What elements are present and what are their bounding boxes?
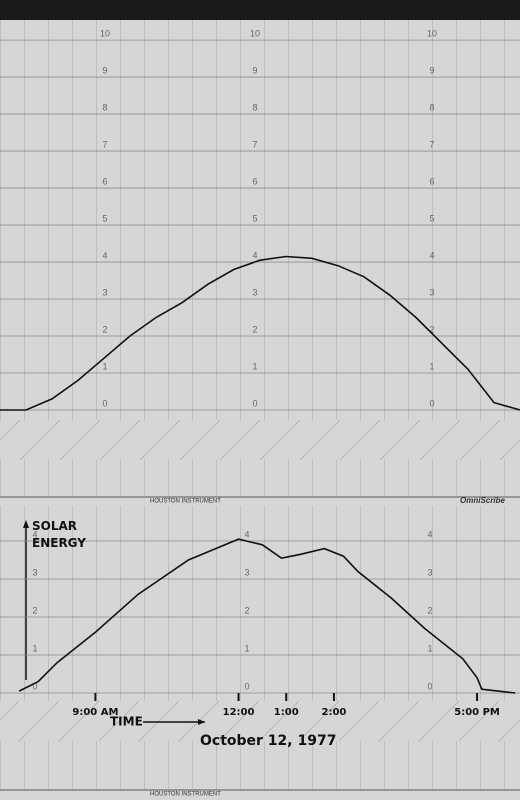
y-tick-label: 7 bbox=[102, 139, 107, 149]
brand: HOUSTON INSTRUMENT bbox=[150, 499, 221, 505]
y-tick-label: 4 bbox=[427, 529, 432, 539]
y-tick-label: 9 bbox=[102, 65, 107, 75]
y-tick-label: 1 bbox=[427, 643, 432, 653]
data-line bbox=[0, 255, 520, 411]
y-tick-label: 3 bbox=[252, 287, 257, 297]
y-tick-label: 8 bbox=[429, 102, 434, 112]
y-tick-label: 6 bbox=[102, 176, 107, 186]
y-tick-label: 2 bbox=[244, 605, 249, 615]
y-tick-label: 3 bbox=[244, 567, 249, 577]
paper-grid bbox=[0, 20, 520, 420]
y-tick-label: 7 bbox=[252, 139, 257, 149]
y-tick-label: 0 bbox=[427, 681, 432, 691]
y-tick-label: 9 bbox=[252, 65, 257, 75]
paper-hatch bbox=[0, 420, 520, 460]
y-tick-label: 7 bbox=[429, 139, 434, 149]
paper-grid bbox=[0, 741, 520, 789]
y-tick-label: 5 bbox=[102, 213, 107, 223]
y-tick-label: 2 bbox=[427, 605, 432, 615]
y-tick-label: 0 bbox=[429, 398, 434, 408]
y-tick-label: 4 bbox=[102, 250, 107, 260]
y-tick-label: 10 bbox=[250, 28, 260, 38]
y-tick-label: 0 bbox=[252, 398, 257, 408]
y-tick-label: 4 bbox=[429, 250, 434, 260]
y-tick-label: 1 bbox=[102, 361, 107, 371]
y-tick-label: 2 bbox=[102, 324, 107, 334]
y-tick-label: 1 bbox=[252, 361, 257, 371]
y-tick-label: 1 bbox=[32, 643, 37, 653]
annotation: October 12, 1977 bbox=[200, 733, 336, 749]
y-tick-label: 5 bbox=[252, 213, 257, 223]
brand: HOUSTON INSTRUMENT bbox=[150, 792, 221, 798]
y-tick-label: 6 bbox=[429, 176, 434, 186]
background bbox=[0, 0, 520, 20]
x-tick-label: 2:00 bbox=[322, 707, 347, 718]
y-tick-label: 8 bbox=[102, 102, 107, 112]
y-tick-label: 2 bbox=[32, 605, 37, 615]
paper-hatch bbox=[0, 701, 520, 741]
y-tick-label: 4 bbox=[252, 250, 257, 260]
y-tick-label: 4 bbox=[244, 529, 249, 539]
y-axis-label: SOLAR ENERGY bbox=[32, 519, 86, 550]
y-tick-label: 6 bbox=[252, 176, 257, 186]
y-tick-label: 0 bbox=[102, 398, 107, 408]
y-tick-label: 9 bbox=[429, 65, 434, 75]
y-tick-label: 3 bbox=[429, 287, 434, 297]
y-tick-label: 10 bbox=[100, 28, 110, 38]
y-tick-label: 1 bbox=[244, 643, 249, 653]
x-axis-label: TIME bbox=[110, 715, 143, 729]
y-tick-label: 8 bbox=[252, 102, 257, 112]
y-tick-label: 3 bbox=[427, 567, 432, 577]
y-tick-label: 5 bbox=[429, 213, 434, 223]
y-tick-label: 2 bbox=[252, 324, 257, 334]
y-tick-label: 0 bbox=[244, 681, 249, 691]
y-tick-label: 1 bbox=[429, 361, 434, 371]
x-tick-label: 12:00 bbox=[223, 707, 255, 718]
y-tick-label: 3 bbox=[102, 287, 107, 297]
data-line bbox=[18, 538, 516, 694]
arrow-head bbox=[23, 520, 29, 528]
y-tick-label: 10 bbox=[427, 28, 437, 38]
x-tick-label: 9:00 AM bbox=[72, 707, 118, 718]
y-tick-label: 3 bbox=[32, 567, 37, 577]
arrow-head bbox=[198, 719, 205, 725]
paper-grid bbox=[0, 506, 520, 701]
x-tick-label: 1:00 bbox=[274, 707, 299, 718]
y-tick-label: 2 bbox=[429, 324, 434, 334]
paper-grid bbox=[0, 460, 520, 496]
x-tick-label: 5:00 PM bbox=[454, 707, 500, 718]
y-tick-label: 4 bbox=[32, 529, 37, 539]
y-tick-label: 0 bbox=[32, 681, 37, 691]
model: OmniScribe bbox=[460, 496, 505, 505]
